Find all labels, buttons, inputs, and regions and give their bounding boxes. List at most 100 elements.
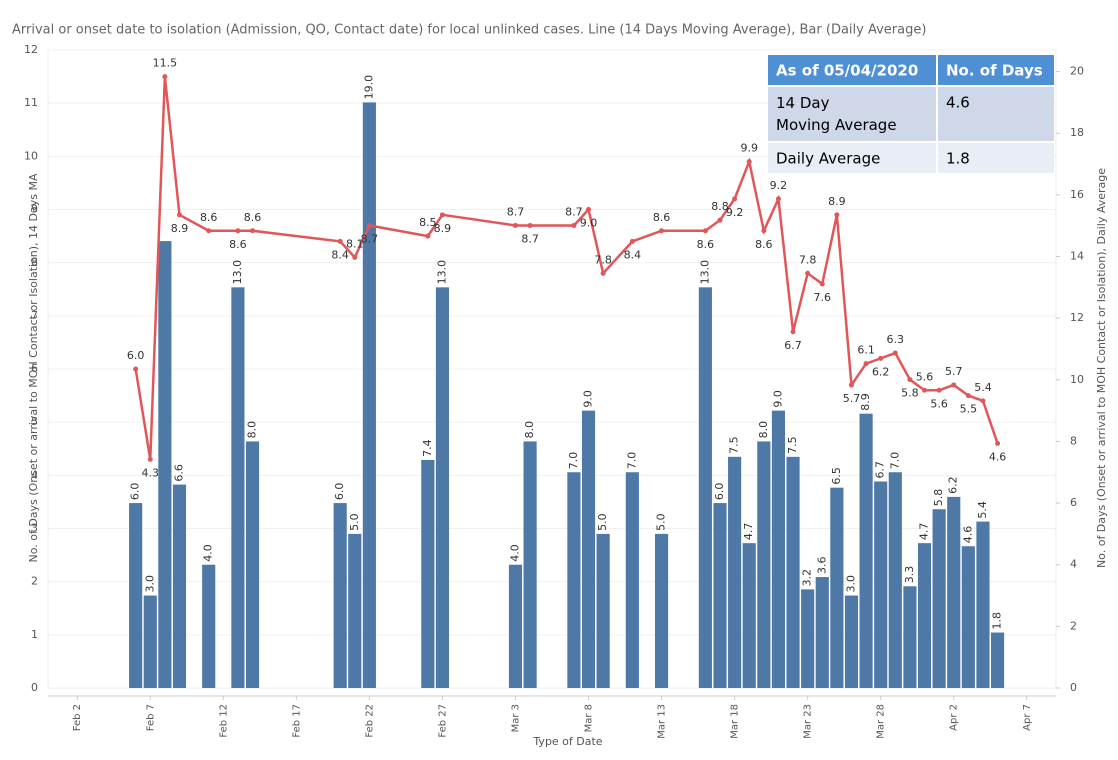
line-point bbox=[439, 212, 445, 218]
bar bbox=[581, 410, 596, 688]
bar bbox=[596, 533, 610, 688]
line-point bbox=[527, 222, 533, 228]
line-point bbox=[366, 222, 372, 228]
line-label: 8.7 bbox=[521, 232, 539, 245]
x-tick-label: Feb 12 bbox=[218, 704, 229, 738]
line-label: 9.2 bbox=[770, 179, 788, 192]
x-tick-label: Feb 17 bbox=[291, 704, 302, 738]
bar bbox=[435, 287, 450, 688]
y-tick-label: 5 bbox=[31, 415, 38, 428]
y-tick-label: 8 bbox=[31, 256, 38, 269]
table-text: 1.8 bbox=[946, 150, 970, 168]
bar-label: 6.0 bbox=[713, 483, 726, 501]
line-point bbox=[878, 355, 884, 361]
bar-label: 8.0 bbox=[523, 421, 536, 439]
bar bbox=[333, 503, 347, 688]
x-tick-label: Apr 7 bbox=[1022, 704, 1033, 731]
x-tick-label: Feb 2 bbox=[72, 704, 83, 731]
bar-label: 5.0 bbox=[348, 513, 361, 531]
line-point bbox=[995, 440, 1001, 446]
bar bbox=[757, 441, 771, 688]
bar-label: 9.0 bbox=[582, 390, 595, 408]
bar bbox=[815, 577, 829, 688]
bar bbox=[172, 484, 187, 688]
bar-label: 6.6 bbox=[172, 464, 185, 482]
line-label: 5.4 bbox=[974, 381, 992, 394]
line-point bbox=[805, 270, 811, 276]
line-label: 6.0 bbox=[127, 349, 145, 362]
line-label: 9.0 bbox=[580, 217, 598, 230]
line-point bbox=[659, 228, 665, 234]
y-tick-label: 2 bbox=[31, 575, 38, 588]
line-point bbox=[425, 233, 431, 239]
line-label: 8.7 bbox=[361, 232, 379, 245]
line-label: 8.1 bbox=[346, 237, 364, 250]
bar bbox=[903, 586, 917, 688]
table-cell bbox=[938, 87, 1054, 141]
line-point bbox=[352, 254, 358, 260]
line-label: 8.6 bbox=[755, 238, 773, 251]
line-label: 7.6 bbox=[814, 291, 832, 304]
bar-label: 7.0 bbox=[567, 452, 580, 470]
y-tick-label: 4 bbox=[31, 468, 38, 481]
y-tick-label: 7 bbox=[31, 309, 38, 322]
line-point bbox=[235, 228, 241, 234]
line-point bbox=[848, 382, 854, 388]
line-label: 8.6 bbox=[229, 238, 247, 251]
bar-label: 6.2 bbox=[947, 476, 960, 494]
table-cell bbox=[768, 87, 936, 141]
line-label: 8.8 bbox=[711, 200, 729, 213]
x-tick-label: Mar 8 bbox=[584, 704, 595, 732]
line-point bbox=[176, 212, 182, 218]
bar-label: 8.0 bbox=[246, 421, 259, 439]
bar-label: 7.4 bbox=[421, 439, 434, 457]
y2-tick-label: 14 bbox=[1070, 250, 1084, 263]
y-tick-label: 10 bbox=[24, 149, 38, 162]
line-label: 8.9 bbox=[828, 195, 846, 208]
bar bbox=[859, 413, 873, 688]
bar-label: 6.0 bbox=[129, 483, 142, 501]
line-label: 8.5 bbox=[419, 216, 437, 229]
table-text: 4.6 bbox=[946, 94, 970, 112]
bar-label: 4.6 bbox=[961, 526, 974, 544]
line-point bbox=[732, 196, 738, 202]
bar-label: 4.7 bbox=[918, 523, 931, 541]
line-label: 5.7 bbox=[945, 365, 963, 378]
y2-tick-label: 0 bbox=[1070, 681, 1077, 694]
table-cell bbox=[938, 55, 1054, 85]
line-label: 8.6 bbox=[244, 211, 262, 224]
line-label: 8.9 bbox=[171, 222, 189, 235]
table-text-line: Moving Average bbox=[776, 116, 897, 134]
line-point bbox=[863, 361, 869, 367]
bar-label: 13.0 bbox=[231, 260, 244, 285]
bar bbox=[129, 503, 143, 688]
bar-label: 5.0 bbox=[655, 513, 668, 531]
bar-label: 3.0 bbox=[143, 575, 156, 593]
line-label: 8.4 bbox=[624, 248, 642, 261]
y2-tick-label: 6 bbox=[1070, 496, 1077, 509]
bar bbox=[421, 459, 435, 688]
line-label: 6.2 bbox=[872, 365, 890, 378]
bar-label: 6.5 bbox=[830, 467, 843, 485]
line-point bbox=[600, 270, 606, 276]
line-label: 8.9 bbox=[434, 222, 452, 235]
line-point bbox=[337, 238, 343, 244]
y-tick-label: 3 bbox=[31, 522, 38, 535]
table-header: As of 05/04/2020 bbox=[776, 62, 918, 80]
x-tick-label: Mar 13 bbox=[657, 704, 668, 739]
line-label: 4.3 bbox=[142, 466, 160, 479]
bar-label: 7.0 bbox=[625, 452, 638, 470]
bar-label: 3.6 bbox=[815, 557, 828, 575]
line-point bbox=[819, 281, 825, 287]
line-label: 7.8 bbox=[799, 253, 817, 266]
line-label: 8.6 bbox=[653, 211, 671, 224]
y-tick-label: 1 bbox=[31, 628, 38, 641]
bar bbox=[874, 481, 888, 688]
y2-tick-label: 20 bbox=[1070, 65, 1084, 78]
x-tick-label: Mar 18 bbox=[730, 704, 741, 739]
bar bbox=[143, 595, 157, 688]
chart-title: Arrival or onset date to isolation (Admi… bbox=[12, 23, 926, 38]
line-label: 6.1 bbox=[857, 344, 875, 357]
line-point bbox=[162, 74, 168, 80]
